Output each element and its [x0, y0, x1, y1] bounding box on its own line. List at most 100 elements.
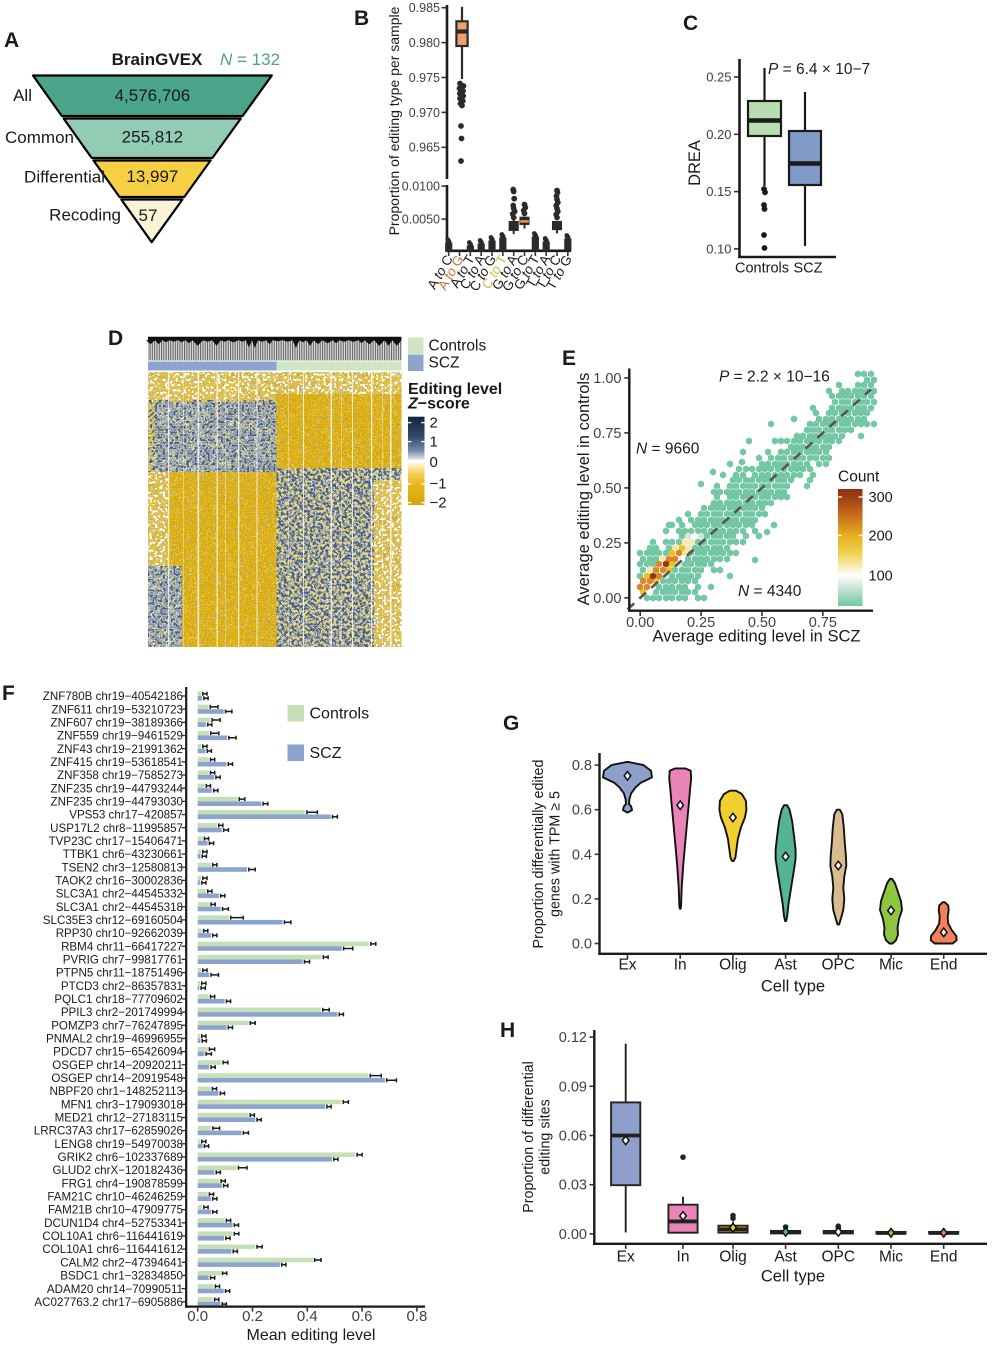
svg-text:0.8: 0.8	[572, 758, 592, 774]
svg-text:P = 2.2 × 10−16: P = 2.2 × 10−16	[719, 369, 830, 386]
svg-text:0.4: 0.4	[572, 847, 592, 863]
svg-text:ZNF611 chr19−53210723: ZNF611 chr19−53210723	[51, 703, 183, 716]
svg-text:SLC3A1 chr2−44545318: SLC3A1 chr2−44545318	[56, 901, 183, 914]
svg-text:PDCD7 chr15−65426094: PDCD7 chr15−65426094	[53, 1046, 183, 1059]
svg-text:ZNF235 chr19−44793030: ZNF235 chr19−44793030	[51, 795, 183, 808]
svg-text:Common: Common	[5, 128, 74, 147]
svg-text:ZNF43 chr19−21991362: ZNF43 chr19−21991362	[57, 743, 183, 756]
svg-text:Mic: Mic	[879, 957, 903, 974]
svg-text:100: 100	[869, 568, 893, 584]
svg-text:Average editing level in contr: Average editing level in controls	[575, 373, 593, 606]
svg-text:Mic: Mic	[879, 1249, 903, 1266]
svg-text:OPC: OPC	[822, 957, 856, 974]
svg-text:TSEN2 chr3−12580813: TSEN2 chr3−12580813	[62, 861, 184, 874]
svg-text:Ex: Ex	[617, 1249, 635, 1266]
svg-text:Ast: Ast	[774, 1249, 797, 1266]
svg-text:0.00: 0.00	[593, 591, 621, 607]
svg-text:COL10A1 chr6−116441619: COL10A1 chr6−116441619	[42, 1230, 183, 1243]
svg-text:0: 0	[430, 454, 438, 471]
svg-text:N = 4340: N = 4340	[738, 583, 802, 600]
svg-text:0.985: 0.985	[409, 1, 440, 15]
svg-text:ADAM20 chr14−70990511: ADAM20 chr14−70990511	[47, 1283, 183, 1296]
svg-text:0.75: 0.75	[593, 426, 621, 442]
svg-text:GRIK2 chr6−102337689: GRIK2 chr6−102337689	[58, 1151, 183, 1164]
svg-text:SCZ: SCZ	[794, 261, 823, 277]
svg-text:P = 6.4 × 10−7: P = 6.4 × 10−7	[768, 61, 870, 78]
svg-text:LENG8 chr19−54970038: LENG8 chr19−54970038	[54, 1138, 183, 1151]
svg-text:In: In	[677, 1249, 690, 1266]
svg-text:NBPF20 chr1−148252113: NBPF20 chr1−148252113	[49, 1085, 183, 1098]
svg-text:ZNF358 chr19−7585273: ZNF358 chr19−7585273	[57, 769, 183, 782]
svg-text:SLC3A1 chr2−44545332: SLC3A1 chr2−44545332	[56, 888, 183, 901]
svg-text:Ex: Ex	[618, 957, 636, 974]
svg-text:ZNF607 chr19−38189366: ZNF607 chr19−38189366	[51, 716, 183, 729]
svg-text:F: F	[2, 682, 15, 705]
svg-text:0.0100: 0.0100	[402, 180, 440, 194]
svg-text:0.00: 0.00	[626, 615, 654, 631]
svg-text:CALM2 chr2−47394641: CALM2 chr2−47394641	[60, 1256, 183, 1269]
svg-text:FAM21C chr10−46246259: FAM21C chr10−46246259	[47, 1191, 183, 1204]
svg-text:0.10: 0.10	[706, 242, 731, 257]
svg-text:VPS53 chr17−420857: VPS53 chr17−420857	[69, 809, 183, 822]
svg-text:TVP23C chr17−15406471: TVP23C chr17−15406471	[49, 835, 183, 848]
svg-text:0.25: 0.25	[706, 70, 731, 85]
svg-text:0.0: 0.0	[572, 937, 592, 953]
svg-text:OSGEP chr14−20920211: OSGEP chr14−20920211	[52, 1059, 183, 1072]
svg-text:Z−score: Z−score	[407, 396, 470, 413]
svg-text:RBM4 chr11−66417227: RBM4 chr11−66417227	[61, 940, 183, 953]
svg-text:N = 9660: N = 9660	[636, 441, 700, 458]
svg-text:Ast: Ast	[774, 957, 797, 974]
svg-text:0.20: 0.20	[706, 127, 731, 142]
svg-text:USP17L2 chr8−11995857: USP17L2 chr8−11995857	[50, 822, 183, 835]
svg-text:H: H	[500, 1019, 515, 1042]
svg-text:BSDC1 chr1−32834850: BSDC1 chr1−32834850	[60, 1270, 183, 1283]
svg-text:0.12: 0.12	[559, 1030, 587, 1046]
svg-text:ZNF780B chr19−40542186: ZNF780B chr19−40542186	[43, 690, 183, 703]
svg-text:End: End	[930, 957, 958, 974]
svg-text:0.06: 0.06	[559, 1129, 587, 1145]
svg-text:0.975: 0.975	[409, 71, 440, 85]
svg-text:LRRC37A3 chr17−62859026: LRRC37A3 chr17−62859026	[34, 1125, 183, 1138]
svg-text:Controls: Controls	[429, 338, 487, 355]
svg-text:MFN1 chr3−179093018: MFN1 chr3−179093018	[61, 1098, 183, 1111]
svg-text:13,997: 13,997	[126, 167, 178, 186]
svg-text:ZNF415 chr19−53618541: ZNF415 chr19−53618541	[51, 756, 183, 769]
svg-text:0.8: 0.8	[406, 1308, 427, 1325]
svg-text:0.4: 0.4	[297, 1308, 318, 1325]
svg-text:E: E	[562, 347, 576, 370]
svg-text:0.980: 0.980	[409, 36, 440, 50]
svg-text:0.50: 0.50	[593, 481, 621, 497]
svg-text:DREA: DREA	[686, 140, 704, 186]
svg-text:0.75: 0.75	[809, 615, 837, 631]
svg-text:End: End	[930, 1249, 958, 1266]
svg-text:FAM21B chr10−47909775: FAM21B chr10−47909775	[48, 1204, 183, 1217]
svg-text:300: 300	[869, 490, 893, 506]
svg-text:B: B	[354, 7, 369, 30]
svg-text:0.09: 0.09	[559, 1079, 587, 1095]
svg-text:SCZ: SCZ	[310, 745, 342, 762]
svg-text:0.03: 0.03	[559, 1178, 587, 1194]
svg-text:PPIL3 chr2−201749994: PPIL3 chr2−201749994	[61, 1006, 184, 1019]
svg-text:OSGEP chr14−20919548: OSGEP chr14−20919548	[51, 1072, 183, 1085]
svg-text:4,576,706: 4,576,706	[115, 86, 191, 105]
svg-text:0.25: 0.25	[593, 536, 621, 552]
svg-text:GLUD2 chrX−120182436: GLUD2 chrX−120182436	[52, 1164, 183, 1177]
svg-text:AC027763.2 chr17−6905886: AC027763.2 chr17−6905886	[34, 1296, 183, 1309]
svg-text:255,812: 255,812	[122, 128, 183, 147]
svg-text:RPP30 chr10−92662039: RPP30 chr10−92662039	[56, 927, 183, 940]
svg-text:Proportion of differential: Proportion of differential	[521, 1061, 537, 1213]
svg-text:200: 200	[869, 528, 893, 544]
svg-text:PTCD3 chr2−86357831: PTCD3 chr2−86357831	[61, 980, 183, 993]
svg-text:0.0: 0.0	[187, 1308, 208, 1325]
svg-text:Editing level: Editing level	[408, 381, 502, 398]
svg-text:PTPN5 chr11−18751496: PTPN5 chr11−18751496	[56, 967, 183, 980]
svg-text:OPC: OPC	[822, 1249, 856, 1266]
svg-text:0.00: 0.00	[559, 1227, 587, 1243]
svg-text:BrainGVEX: BrainGVEX	[112, 50, 203, 69]
svg-text:FRG1 chr4−190878599: FRG1 chr4−190878599	[62, 1177, 184, 1190]
svg-text:Count: Count	[838, 469, 880, 486]
svg-text:Mean editing level: Mean editing level	[247, 1327, 376, 1344]
svg-text:0.965: 0.965	[409, 141, 440, 155]
svg-text:Controls: Controls	[310, 706, 370, 723]
svg-text:Cell type: Cell type	[761, 1268, 825, 1286]
